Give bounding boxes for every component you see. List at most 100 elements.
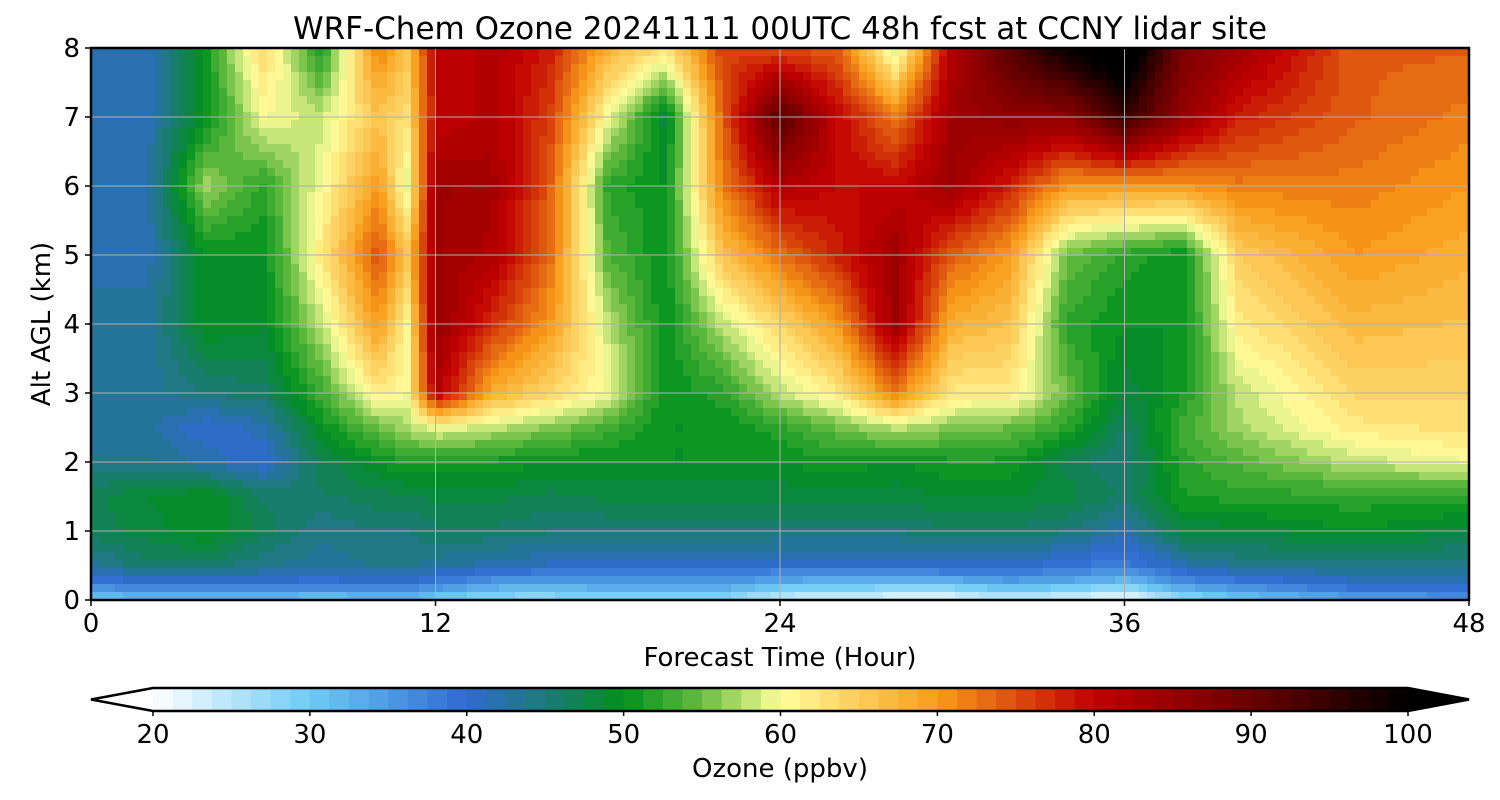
heatmap-cell bbox=[651, 464, 660, 473]
heatmap-cell bbox=[395, 64, 404, 73]
heatmap-cell bbox=[667, 184, 676, 193]
heatmap-cell bbox=[339, 192, 348, 201]
heatmap-cell bbox=[131, 440, 140, 449]
heatmap-cell bbox=[347, 184, 356, 193]
heatmap-cell bbox=[635, 440, 644, 449]
heatmap-cell bbox=[539, 512, 548, 521]
heatmap-cell bbox=[147, 520, 156, 529]
heatmap-cell bbox=[283, 248, 292, 257]
heatmap-cell bbox=[371, 528, 380, 537]
heatmap-cell bbox=[243, 376, 252, 385]
heatmap-cell bbox=[595, 168, 604, 177]
heatmap-cell bbox=[123, 304, 132, 313]
heatmap-cell bbox=[195, 112, 204, 121]
heatmap-cell bbox=[603, 536, 612, 545]
heatmap-cell bbox=[643, 576, 652, 585]
heatmap-cell bbox=[331, 408, 340, 417]
heatmap-cell bbox=[371, 408, 380, 417]
heatmap-cell bbox=[331, 520, 340, 529]
heatmap-cell bbox=[443, 328, 452, 337]
heatmap-cell bbox=[355, 536, 364, 545]
heatmap-cell bbox=[275, 584, 284, 593]
heatmap-cell bbox=[259, 264, 268, 273]
heatmap-cell bbox=[195, 224, 204, 233]
heatmap-cell bbox=[179, 72, 188, 81]
heatmap-cell bbox=[387, 128, 396, 137]
heatmap-cell bbox=[443, 448, 452, 457]
heatmap-cell bbox=[315, 576, 324, 585]
heatmap-cell bbox=[275, 128, 284, 137]
heatmap-cell bbox=[347, 536, 356, 545]
heatmap-cell bbox=[243, 184, 252, 193]
heatmap-cell bbox=[483, 488, 492, 497]
heatmap-cell bbox=[499, 488, 508, 497]
heatmap-cell bbox=[339, 464, 348, 473]
heatmap-cell bbox=[547, 560, 556, 569]
heatmap-cell bbox=[267, 328, 276, 337]
heatmap-cell bbox=[339, 384, 348, 393]
heatmap-cell bbox=[315, 512, 324, 521]
heatmap-cell bbox=[91, 440, 100, 449]
heatmap-cell bbox=[307, 248, 316, 257]
heatmap-cell bbox=[323, 384, 332, 393]
heatmap-cell bbox=[91, 328, 100, 337]
heatmap-cell bbox=[107, 144, 116, 153]
heatmap-cell bbox=[659, 552, 668, 561]
heatmap-cell bbox=[403, 432, 412, 441]
heatmap-cell bbox=[571, 272, 580, 281]
heatmap-cell bbox=[203, 64, 212, 73]
heatmap-cell bbox=[171, 408, 180, 417]
heatmap-cell bbox=[515, 192, 524, 201]
heatmap-cell bbox=[411, 176, 420, 185]
heatmap-cell bbox=[475, 560, 484, 569]
heatmap-cell bbox=[611, 112, 620, 121]
heatmap-cell bbox=[131, 72, 140, 81]
heatmap-cell bbox=[347, 160, 356, 169]
heatmap-cell bbox=[427, 560, 436, 569]
heatmap-cell bbox=[363, 376, 372, 385]
heatmap-cell bbox=[115, 48, 124, 57]
heatmap-cell bbox=[619, 72, 628, 81]
heatmap-cell bbox=[531, 64, 540, 73]
heatmap-cell bbox=[275, 592, 284, 600]
heatmap-cell bbox=[563, 392, 572, 401]
heatmap-cell bbox=[643, 360, 652, 369]
heatmap-cell bbox=[315, 480, 324, 489]
heatmap-cell bbox=[563, 80, 572, 89]
heatmap-cell bbox=[403, 272, 412, 281]
heatmap-cell bbox=[451, 168, 460, 177]
heatmap-cell bbox=[651, 408, 660, 417]
heatmap-cell bbox=[91, 224, 100, 233]
heatmap-cell bbox=[515, 568, 524, 577]
heatmap-cell bbox=[259, 200, 268, 209]
heatmap-cell bbox=[227, 328, 236, 337]
heatmap-cell bbox=[123, 112, 132, 121]
heatmap-cell bbox=[595, 488, 604, 497]
heatmap-cell bbox=[587, 568, 596, 577]
heatmap-cell bbox=[619, 136, 628, 145]
heatmap-cell bbox=[651, 104, 660, 113]
heatmap-cell bbox=[171, 512, 180, 521]
heatmap-cell bbox=[403, 56, 412, 65]
heatmap-cell bbox=[451, 272, 460, 281]
heatmap-cell bbox=[371, 352, 380, 361]
heatmap-cell bbox=[387, 544, 396, 553]
heatmap-cell bbox=[539, 256, 548, 265]
heatmap-cell bbox=[627, 216, 636, 225]
heatmap-cell bbox=[507, 432, 516, 441]
heatmap-cell bbox=[411, 200, 420, 209]
heatmap-cell bbox=[595, 240, 604, 249]
heatmap-cell bbox=[187, 144, 196, 153]
heatmap-cell bbox=[547, 200, 556, 209]
heatmap-cell bbox=[203, 432, 212, 441]
heatmap-cell bbox=[283, 272, 292, 281]
heatmap-cell bbox=[571, 80, 580, 89]
heatmap-cell bbox=[435, 336, 444, 345]
heatmap-cell bbox=[427, 88, 436, 97]
heatmap-cell bbox=[539, 464, 548, 473]
heatmap-cell bbox=[635, 336, 644, 345]
heatmap-cell bbox=[379, 208, 388, 217]
heatmap-cell bbox=[347, 384, 356, 393]
heatmap-cell bbox=[467, 504, 476, 513]
heatmap-cell bbox=[371, 56, 380, 65]
